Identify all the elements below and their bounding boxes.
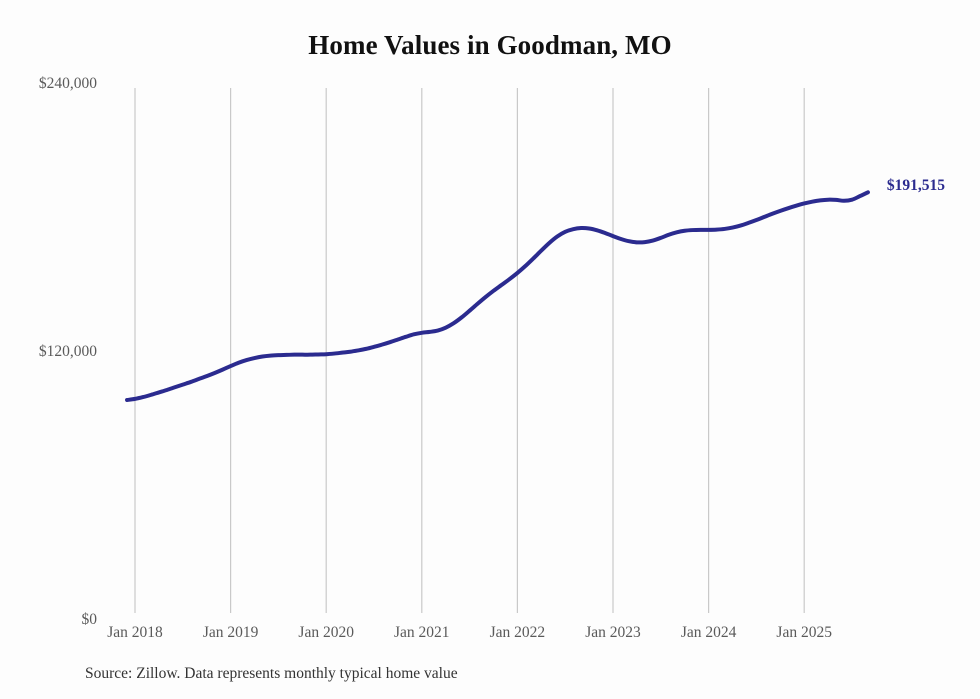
x-tick-label: Jan 2022	[489, 624, 546, 641]
y-tick-label: $0	[81, 611, 98, 628]
x-tick-label: Jan 2023	[585, 624, 641, 641]
y-tick-label: $120,000	[38, 343, 97, 360]
end-value-label: $191,515	[886, 177, 946, 195]
x-gridlines	[134, 88, 805, 613]
page-title: Home Values in Goodman, MO	[308, 30, 672, 60]
x-tick-label: Jan 2021	[394, 624, 450, 641]
home-value-line	[125, 190, 870, 403]
source-note: Source: Zillow. Data represents monthly …	[85, 665, 458, 682]
x-tick-label: Jan 2020	[298, 624, 354, 641]
x-tick-label: Jan 2024	[680, 624, 737, 641]
y-tick-label: $240,000	[38, 75, 97, 92]
x-tick-label: Jan 2019	[202, 624, 259, 641]
x-tick-label: Jan 2025	[776, 624, 832, 641]
x-tick-label: Jan 2018	[107, 624, 163, 641]
